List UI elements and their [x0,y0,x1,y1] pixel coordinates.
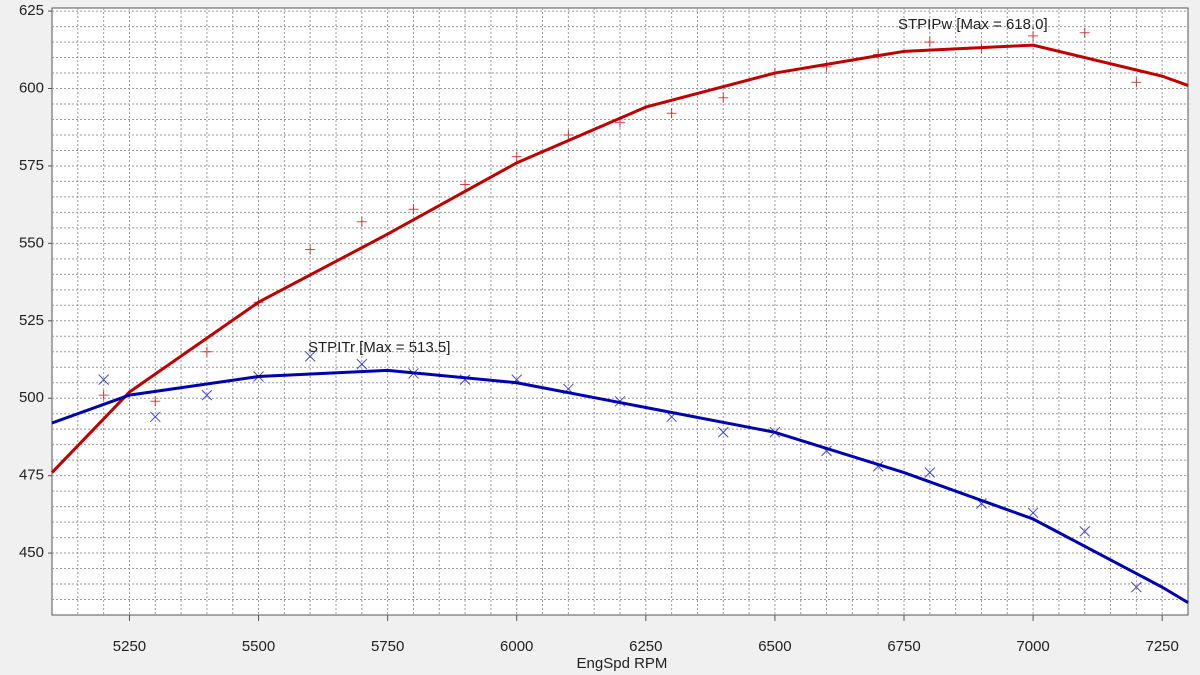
data-point [563,129,574,140]
data-point [253,371,264,382]
x-tick-label: 6750 [887,638,920,655]
x-tick-label: 5750 [371,638,404,655]
x-tick-label: 7000 [1016,638,1049,655]
y-tick-label: 500 [19,389,44,406]
data-point [356,358,368,370]
plot-area [51,7,1189,616]
y-tick-label: 525 [19,312,44,329]
data-point [1131,581,1142,593]
data-point [924,37,935,48]
x-tick-label: 6000 [500,638,533,655]
data-point [408,368,419,379]
fit-curve [51,368,1189,604]
data-point [98,374,109,385]
y-tick-label: 575 [19,157,44,174]
series-annotation: STPIPw [Max = 618.0] [898,16,1048,33]
data-point [1027,507,1039,519]
x-tick-label: 7250 [1145,638,1178,655]
data-point [201,346,212,357]
x-tick-label: 5250 [113,638,146,655]
series-annotation: STPITr [Max = 513.5] [308,339,450,356]
y-tick-label: 450 [19,544,44,561]
data-point [563,383,574,395]
data-point [460,179,471,190]
data-point [666,108,677,119]
data-point [1079,526,1091,537]
data-point [150,396,161,407]
data-point [976,498,987,509]
data-point [872,460,884,472]
y-tick-label: 625 [19,2,44,19]
fit-curve [50,43,1189,474]
y-tick-label: 550 [19,234,44,251]
data-point [98,390,109,401]
data-point [201,389,213,401]
data-point [718,92,729,103]
x-tick-label: 6250 [629,638,662,655]
x-axis-label: EngSpd RPM [577,655,668,672]
data-point [615,117,625,128]
data-point [305,244,316,255]
data-point [149,411,161,423]
data-point [873,49,884,60]
data-point [976,43,987,54]
data-point [253,297,264,308]
data-point [459,374,471,385]
data-point [924,467,936,478]
y-tick-label: 600 [19,79,44,96]
y-tick-label: 475 [19,467,44,484]
data-point [304,351,316,362]
data-point [614,395,626,407]
x-tick-label: 6500 [758,638,791,655]
data-point [821,445,832,457]
data-point [408,204,419,215]
data-point [717,426,729,438]
data-point [1079,27,1090,38]
data-point [511,374,523,385]
x-tick-label: 5500 [242,638,275,655]
data-point [769,68,780,79]
data-point [769,426,781,438]
data-point [821,61,832,72]
data-point [1028,30,1039,41]
data-point [666,411,677,423]
data-point [356,216,367,227]
data-point [1131,77,1142,88]
data-point [511,151,522,162]
